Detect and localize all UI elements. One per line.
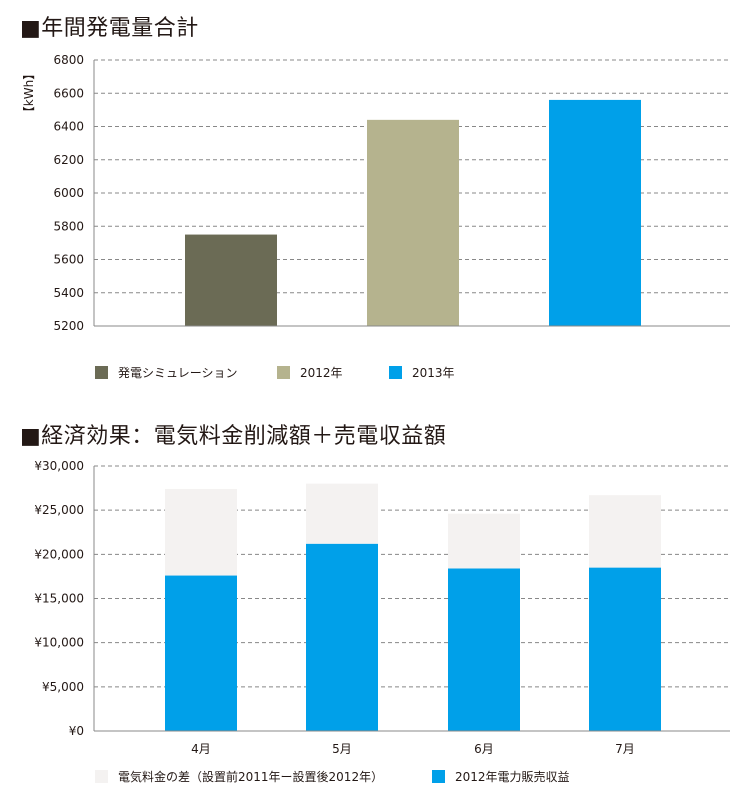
x-tick-label: 7月 bbox=[615, 742, 635, 756]
x-tick-label: 5月 bbox=[332, 742, 352, 756]
y-tick-label: ¥15,000 bbox=[34, 592, 84, 606]
legend-swatch bbox=[95, 366, 108, 379]
bar-segment-revenue bbox=[448, 568, 520, 731]
legend-swatch bbox=[389, 366, 402, 379]
y-tick-label: ¥5,000 bbox=[42, 680, 84, 694]
bar bbox=[549, 99, 641, 327]
legend-swatch bbox=[277, 366, 290, 379]
y-tick-label: 5800 bbox=[53, 219, 84, 233]
y-tick-label: 5200 bbox=[53, 319, 84, 333]
y-tick-label: 6800 bbox=[53, 53, 84, 67]
legend-label: 電気料金の差（設置前2011年ー設置後2012年） bbox=[118, 769, 383, 784]
y-tick-label: 5600 bbox=[53, 253, 84, 267]
legend-label: 2012年電力販売収益 bbox=[455, 769, 570, 784]
y-tick-label: ¥20,000 bbox=[34, 547, 84, 561]
y-tick-label: ¥0 bbox=[69, 724, 84, 738]
y-tick-label: ¥10,000 bbox=[34, 636, 84, 650]
y-tick-label: 6400 bbox=[53, 120, 84, 134]
y-tick-label: 6000 bbox=[53, 186, 84, 200]
bar-segment-savings bbox=[589, 495, 661, 568]
y-tick-label: ¥30,000 bbox=[34, 459, 84, 473]
x-tick-label: 4月 bbox=[191, 742, 211, 756]
legend-label: 2013年 bbox=[412, 366, 455, 380]
bar-segment-revenue bbox=[306, 543, 378, 731]
y-tick-label: 6200 bbox=[53, 153, 84, 167]
y-tick-label: ¥25,000 bbox=[34, 503, 84, 517]
bar bbox=[367, 119, 459, 326]
legend-label: 2012年 bbox=[300, 366, 343, 380]
legend-swatch bbox=[432, 770, 445, 783]
bar-segment-savings bbox=[448, 513, 520, 569]
bar-segment-revenue bbox=[165, 575, 237, 731]
y-axis-label: 【kWh】 bbox=[22, 68, 36, 118]
legend-swatch bbox=[95, 770, 108, 783]
y-tick-label: 5400 bbox=[53, 286, 84, 300]
bar bbox=[185, 234, 277, 326]
chart1-svg: 5200 5400 5600 5800 6000 6200 6400 6600 6800 【kWh… bbox=[22, 53, 730, 380]
legend-label: 発電シミュレーション bbox=[118, 366, 238, 380]
chart2-svg: 4月 5月 6月 7月 ¥0 ¥5,000 ¥10,000 ¥15,000 ¥20,000 ¥25… bbox=[34, 459, 730, 784]
x-tick-label: 6月 bbox=[474, 742, 494, 756]
bar-segment-savings bbox=[306, 483, 378, 544]
y-tick-label: 6600 bbox=[53, 86, 84, 100]
chart2-title: ■経済効果：電気料金削減額＋売電収益額 bbox=[20, 424, 447, 449]
bar-segment-revenue bbox=[589, 567, 661, 731]
bar-segment-savings bbox=[165, 488, 237, 576]
chart1-title: ■年間発電量合計 bbox=[20, 16, 199, 41]
